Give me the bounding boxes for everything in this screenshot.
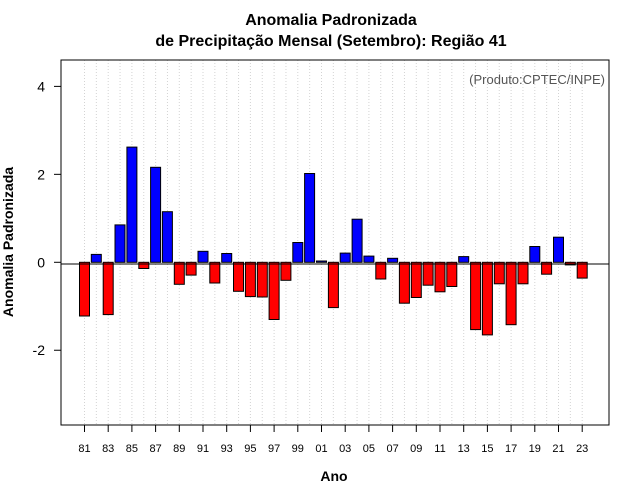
x-tick-label: 01 bbox=[315, 443, 327, 455]
bar-94 bbox=[233, 261, 244, 292]
plot-frame bbox=[60, 59, 610, 426]
bar-82 bbox=[90, 253, 102, 263]
bar-87 bbox=[150, 166, 162, 263]
y-tick-label: 0 bbox=[37, 254, 45, 270]
bar-14 bbox=[470, 261, 482, 331]
bar-88 bbox=[161, 211, 173, 263]
bar-85 bbox=[126, 146, 138, 263]
bar-07 bbox=[387, 257, 399, 263]
x-axis: 81 83 85 87 89 91 93 95 97 99 01 03 05 07 09 11 13 15 17 19… bbox=[78, 425, 588, 455]
bars-layer bbox=[79, 146, 588, 336]
x-tick-label: 17 bbox=[505, 443, 517, 455]
x-tick-label: 83 bbox=[102, 443, 114, 455]
bar-99 bbox=[292, 242, 304, 263]
bar-11 bbox=[434, 261, 446, 293]
bar-91 bbox=[197, 250, 209, 263]
bar-93 bbox=[221, 253, 233, 263]
bar-97 bbox=[268, 261, 280, 320]
x-tick-label: 03 bbox=[339, 443, 351, 455]
x-tick-label: 87 bbox=[149, 443, 161, 455]
y-tick-label: 4 bbox=[37, 78, 45, 94]
bar-95 bbox=[244, 261, 256, 298]
x-tick-label: 93 bbox=[221, 443, 233, 455]
credit-label: (Produto:CPTEC/INPE) bbox=[469, 72, 605, 87]
chart-title-line2: de Precipitação Mensal (Setembro): Regiã… bbox=[155, 33, 506, 50]
bar-20 bbox=[541, 261, 553, 275]
bar-89 bbox=[173, 261, 185, 285]
bar-84 bbox=[114, 224, 126, 263]
x-tick-label: 23 bbox=[576, 443, 588, 455]
chart-title-line1: Anomalia Padronizada bbox=[245, 12, 417, 29]
bar-03 bbox=[339, 252, 351, 263]
x-tick-label: 91 bbox=[197, 443, 209, 455]
bar-02 bbox=[327, 261, 339, 309]
bar-17 bbox=[505, 261, 517, 326]
y-axis-label: Anomalia Padronizada bbox=[0, 167, 16, 317]
x-tick-label: 11 bbox=[434, 443, 445, 455]
x-tick-label: 15 bbox=[481, 443, 493, 455]
x-tick-label: 89 bbox=[173, 443, 185, 455]
bar-01 bbox=[316, 260, 327, 263]
bar-21 bbox=[553, 236, 564, 263]
bar-86 bbox=[138, 261, 150, 269]
bar-13 bbox=[458, 256, 470, 263]
x-tick-label: 85 bbox=[126, 443, 138, 455]
bar-98 bbox=[280, 261, 292, 281]
bar-00 bbox=[304, 173, 316, 263]
x-tick-label: 81 bbox=[78, 443, 90, 455]
grid-layer bbox=[84, 60, 583, 425]
bar-06 bbox=[375, 261, 387, 280]
bar-16 bbox=[493, 261, 505, 285]
x-tick-label: 21 bbox=[552, 443, 564, 455]
bar-05 bbox=[363, 255, 375, 263]
bar-12 bbox=[446, 261, 458, 287]
bar-18 bbox=[517, 261, 529, 285]
x-tick-label: 95 bbox=[244, 443, 256, 455]
x-axis-label: Ano bbox=[320, 468, 347, 484]
y-tick-label: 2 bbox=[37, 166, 45, 182]
bar-09 bbox=[410, 261, 422, 298]
x-tick-label: 99 bbox=[292, 443, 304, 455]
bar-15 bbox=[481, 261, 493, 336]
bar-19 bbox=[529, 246, 541, 263]
x-tick-label: 97 bbox=[268, 443, 280, 455]
bar-83 bbox=[102, 261, 114, 316]
bar-81 bbox=[79, 261, 90, 317]
x-tick-label: 19 bbox=[529, 443, 541, 455]
bar-90 bbox=[185, 261, 197, 276]
bar-92 bbox=[209, 261, 221, 284]
x-tick-label: 13 bbox=[458, 443, 470, 455]
x-tick-label: 09 bbox=[410, 443, 422, 455]
bar-10 bbox=[422, 261, 434, 286]
bar-08 bbox=[398, 261, 410, 304]
bar-23 bbox=[576, 261, 588, 279]
x-tick-label: 07 bbox=[386, 443, 398, 455]
bar-04 bbox=[351, 218, 363, 263]
bar-96 bbox=[256, 261, 268, 298]
x-tick-label: 05 bbox=[363, 443, 375, 455]
y-tick-label: -2 bbox=[33, 342, 46, 358]
y-axis: -2 0 2 4 bbox=[33, 78, 61, 358]
